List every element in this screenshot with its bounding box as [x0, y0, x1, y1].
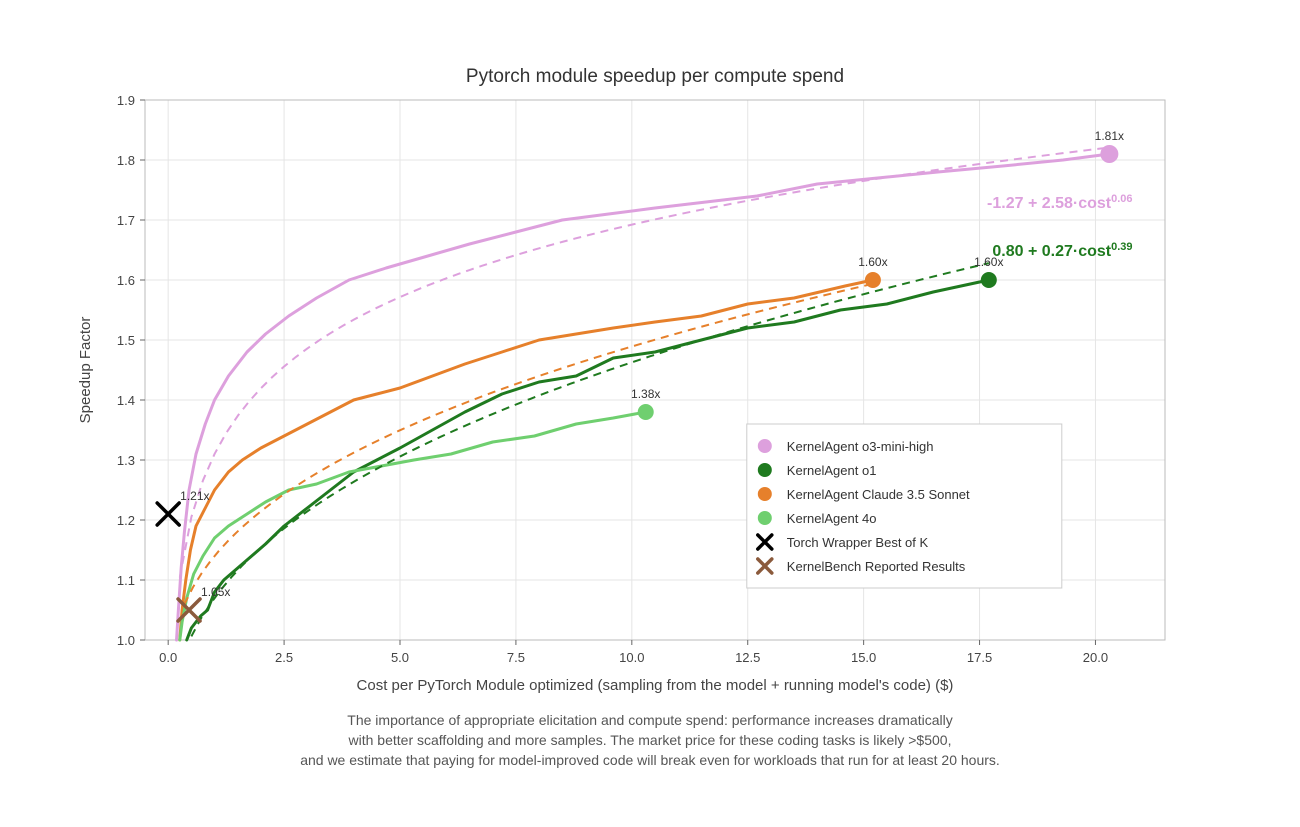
end-label-claude: 1.60x — [858, 255, 887, 269]
legend-label: KernelAgent o3-mini-high — [787, 439, 934, 454]
legend-label: KernelAgent Claude 3.5 Sonnet — [787, 487, 970, 502]
end-dot-claude — [865, 272, 881, 288]
xtick-label: 7.5 — [507, 650, 525, 665]
xtick-label: 5.0 — [391, 650, 409, 665]
xtick-label: 15.0 — [851, 650, 876, 665]
legend-label: KernelBench Reported Results — [787, 559, 966, 574]
legend-marker — [758, 511, 772, 525]
x-marker-label-kernelbench: 1.05x — [201, 585, 230, 599]
chart-title: Pytorch module speedup per compute spend — [466, 66, 844, 87]
y-axis-label: Speedup Factor — [77, 317, 94, 424]
end-dot-fouro — [638, 404, 654, 420]
x-marker-label-torch_wrapper: 1.21x — [180, 489, 209, 503]
ytick-label: 1.7 — [117, 213, 135, 228]
chart-svg: 0.0 2.5 5.0 7.5 10.0 12.5 15.0 17.5 20.0 1.0 1.1 1.… — [0, 0, 1300, 827]
legend-label: KernelAgent o1 — [787, 463, 877, 478]
end-dot-o1 — [981, 272, 997, 288]
formula-o3mini: -1.27 + 2.58·cost0.06 — [987, 193, 1133, 212]
xtick-label: 10.0 — [619, 650, 644, 665]
legend-marker — [758, 487, 772, 501]
ytick-label: 1.2 — [117, 513, 135, 528]
ytick-label: 1.3 — [117, 453, 135, 468]
end-label-o3mini: 1.81x — [1095, 129, 1124, 143]
end-dot-o3mini — [1100, 145, 1118, 163]
x-axis-label: Cost per PyTorch Module optimized (sampl… — [357, 677, 954, 694]
ytick-label: 1.4 — [117, 393, 135, 408]
xtick-label: 0.0 — [159, 650, 177, 665]
ytick-label: 1.1 — [117, 573, 135, 588]
xtick-label: 17.5 — [967, 650, 992, 665]
xtick-label: 12.5 — [735, 650, 760, 665]
ytick-label: 1.0 — [117, 633, 135, 648]
ytick-label: 1.8 — [117, 153, 135, 168]
ytick-label: 1.9 — [117, 93, 135, 108]
legend-label: KernelAgent 4o — [787, 511, 877, 526]
caption-line: The importance of appropriate elicitatio… — [347, 712, 952, 728]
caption-line: with better scaffolding and more samples… — [348, 732, 952, 748]
legend-label: Torch Wrapper Best of K — [787, 535, 929, 550]
caption-line: and we estimate that paying for model-im… — [300, 752, 1000, 768]
xtick-label: 2.5 — [275, 650, 293, 665]
chart-container: 0.0 2.5 5.0 7.5 10.0 12.5 15.0 17.5 20.0 1.0 1.1 1.… — [0, 0, 1300, 827]
ytick-label: 1.6 — [117, 273, 135, 288]
legend-marker — [758, 439, 772, 453]
legend-marker — [758, 463, 772, 477]
ytick-label: 1.5 — [117, 333, 135, 348]
xtick-label: 20.0 — [1083, 650, 1108, 665]
end-label-fouro: 1.38x — [631, 387, 660, 401]
